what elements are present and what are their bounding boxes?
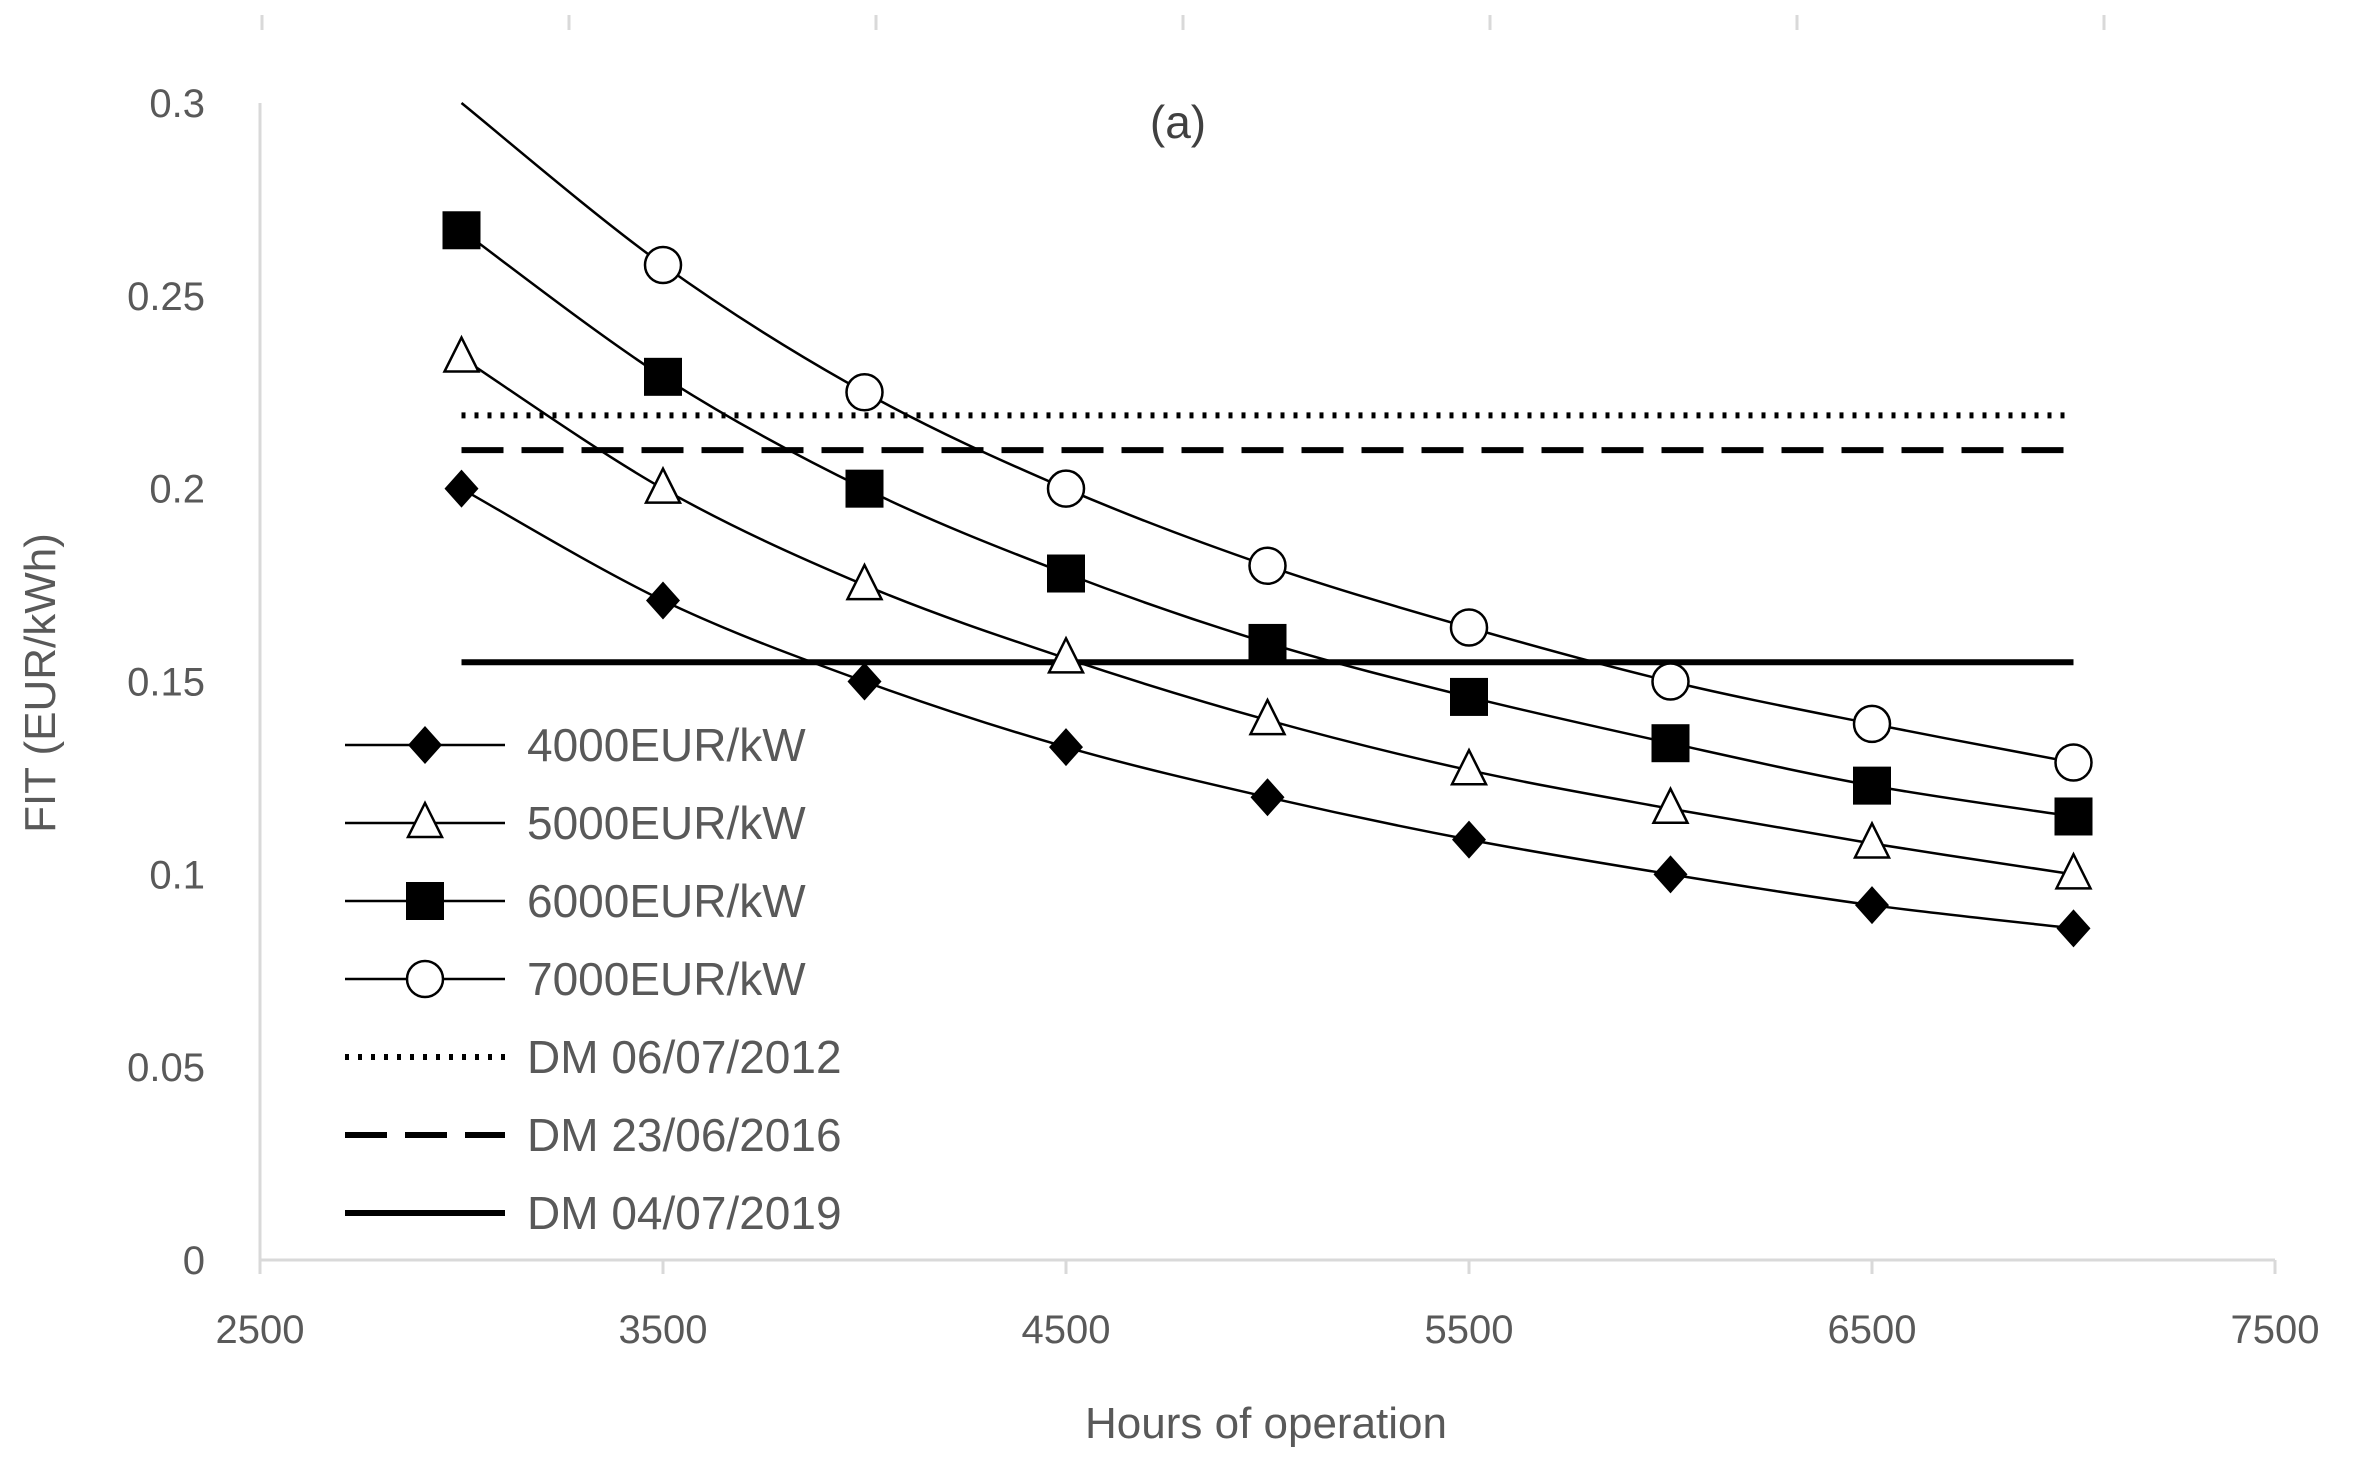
circle-marker — [2054, 743, 2093, 782]
legend-label: 5000EUR/kW — [527, 797, 806, 849]
square-marker — [1450, 677, 1488, 716]
reference-lines — [461, 412, 2074, 666]
square-marker — [1651, 724, 1690, 763]
circle-marker — [1248, 546, 1287, 586]
triangle-marker — [1852, 820, 1892, 859]
legend-label: DM 23/06/2016 — [527, 1109, 842, 1161]
legend-item: 5000EUR/kW — [345, 797, 806, 849]
series-circle — [460, 102, 2093, 782]
legend-label: 6000EUR/kW — [527, 875, 806, 927]
y-tick-label: 0.1 — [149, 853, 205, 897]
square-marker — [845, 469, 884, 508]
triangle-marker — [442, 334, 481, 373]
circle-marker — [1449, 608, 1489, 647]
y-tick-label: 0.2 — [149, 468, 205, 512]
legend-item: 6000EUR/kW — [345, 875, 806, 927]
x-tick-label: 2500 — [216, 1308, 305, 1352]
square-marker — [644, 357, 682, 396]
triangle-marker — [643, 465, 683, 504]
top-frame-ticks — [260, 15, 2106, 30]
x-tick-label: 3500 — [619, 1308, 708, 1352]
x-tick-label: 4500 — [1022, 1308, 1111, 1352]
series-diamond — [444, 469, 2091, 948]
circle-marker — [643, 245, 683, 285]
legend: 4000EUR/kW 5000EUR/kW 6000EUR/kW 7000EUR/kW… — [345, 719, 842, 1239]
axes — [258, 103, 2275, 1262]
series-square — [442, 211, 2093, 836]
y-tick-label: 0.25 — [127, 275, 205, 319]
triangle-marker — [1046, 635, 1086, 674]
triangle-marker — [1449, 747, 1489, 786]
triangle-marker — [2054, 851, 2093, 890]
x-tick-label: 5500 — [1425, 1308, 1514, 1352]
diamond-marker — [1855, 886, 1889, 925]
series-triangle — [442, 334, 2093, 890]
square-marker — [2054, 797, 2093, 836]
x-tick-label: 6500 — [1828, 1308, 1917, 1352]
diamond-marker — [1452, 820, 1486, 859]
x-axis-ticks: 2500 3500 4500 5500 6500 7500 — [216, 1260, 2320, 1352]
diamond-marker — [444, 469, 479, 508]
legend-label: 4000EUR/kW — [527, 719, 806, 771]
circle-marker — [405, 959, 445, 999]
triangle-marker — [1248, 697, 1287, 736]
square-marker — [1853, 766, 1891, 805]
triangle-marker — [405, 800, 445, 839]
diamond-marker — [408, 726, 442, 764]
diamond-marker — [646, 581, 680, 620]
x-tick-label: 7500 — [2231, 1308, 2320, 1352]
square-marker — [442, 211, 481, 250]
y-axis-title: FIT (EUR/kWh) — [16, 533, 65, 833]
legend-item: DM 04/07/2019 — [345, 1187, 842, 1239]
series-group — [442, 102, 2093, 948]
diamond-marker — [847, 662, 882, 701]
y-tick-label: 0 — [183, 1239, 205, 1283]
legend-item: DM 06/07/2012 — [345, 1031, 842, 1083]
diamond-marker — [1049, 728, 1083, 767]
legend-label: DM 06/07/2012 — [527, 1031, 842, 1083]
y-tick-label: 0.05 — [127, 1046, 205, 1090]
legend-label: 7000EUR/kW — [527, 953, 806, 1005]
y-axis-ticks: 0 0.05 0.1 0.15 0.2 0.25 0.3 — [127, 82, 205, 1283]
y-tick-label: 0.15 — [127, 661, 205, 705]
legend-item: 4000EUR/kW — [345, 719, 806, 771]
chart-title: (a) — [1150, 96, 1206, 148]
x-axis-title: Hours of operation — [1085, 1399, 1447, 1448]
triangle-marker — [1651, 785, 1690, 825]
circle-marker — [1852, 704, 1892, 744]
diamond-marker — [1250, 778, 1285, 817]
diamond-marker — [2056, 909, 2091, 948]
legend-item: 7000EUR/kW — [345, 953, 806, 1005]
triangle-marker — [845, 562, 884, 601]
diamond-marker — [1653, 855, 1688, 894]
square-marker — [1248, 623, 1287, 662]
circle-marker — [1046, 469, 1086, 508]
legend-label: DM 04/07/2019 — [527, 1187, 842, 1239]
square-marker — [1047, 554, 1085, 593]
circle-marker — [845, 373, 884, 412]
square-marker — [406, 882, 444, 920]
legend-item: DM 23/06/2016 — [345, 1109, 842, 1161]
y-tick-label: 0.3 — [149, 82, 205, 126]
circle-marker — [1651, 662, 1690, 701]
